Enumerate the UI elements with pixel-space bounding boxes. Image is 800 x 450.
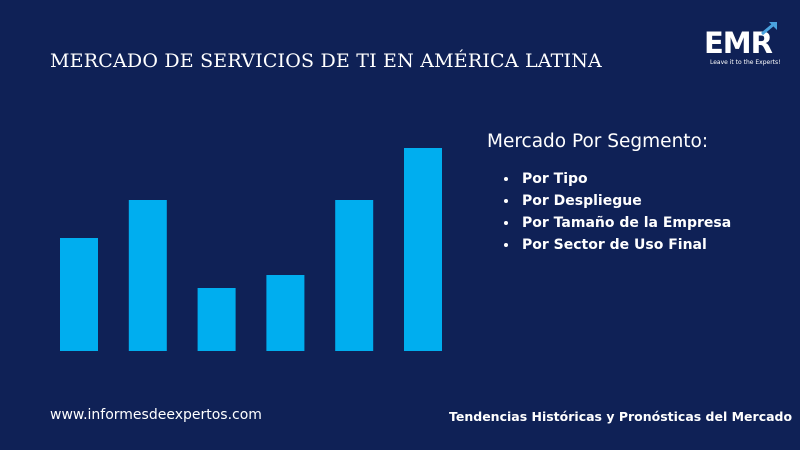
segment-list: Por Tipo Por Despliegue Por Tamaño de la… <box>500 168 731 256</box>
list-item: Por Despliegue <box>500 190 731 212</box>
bar-3 <box>197 288 236 351</box>
bar-chart <box>60 148 442 351</box>
logo-tagline: Leave it to the Experts! <box>710 59 781 66</box>
bar-4 <box>266 275 305 351</box>
list-item: Por Tamaño de la Empresa <box>500 212 731 234</box>
bar-2 <box>128 200 167 351</box>
arrow-up-right-icon <box>761 22 777 36</box>
footer-tagline: Tendencias Históricas y Pronósticas del … <box>449 409 793 424</box>
list-item: Por Sector de Uso Final <box>500 234 731 256</box>
page-title: MERCADO DE SERVICIOS DE TI EN AMÉRICA LA… <box>50 50 602 72</box>
website-link[interactable]: www.informesdeexpertos.com <box>50 407 262 423</box>
bar-1 <box>60 238 98 351</box>
bar-6 <box>404 148 442 351</box>
logo-text: EMR <box>704 26 773 60</box>
segment-heading: Mercado Por Segmento: <box>487 131 709 152</box>
list-item: Por Tipo <box>500 168 731 190</box>
bar-5 <box>335 200 374 351</box>
